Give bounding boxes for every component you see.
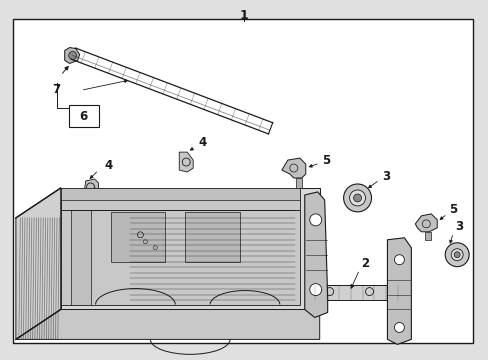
Polygon shape (309, 285, 399, 300)
Circle shape (394, 255, 404, 265)
Circle shape (343, 184, 371, 212)
Text: 5: 5 (321, 154, 329, 167)
Circle shape (444, 243, 468, 267)
Polygon shape (84, 179, 99, 193)
Text: 7: 7 (53, 84, 61, 96)
FancyBboxPatch shape (68, 105, 99, 127)
Polygon shape (61, 210, 299, 305)
Circle shape (394, 323, 404, 332)
Polygon shape (110, 212, 165, 262)
Circle shape (68, 51, 77, 59)
Text: 3: 3 (382, 170, 390, 183)
Polygon shape (185, 212, 240, 262)
Text: 1: 1 (239, 9, 248, 22)
Polygon shape (16, 188, 61, 339)
Polygon shape (61, 188, 299, 210)
Polygon shape (281, 158, 305, 178)
Circle shape (309, 284, 321, 296)
Polygon shape (71, 210, 90, 305)
Circle shape (453, 252, 459, 258)
Text: 6: 6 (80, 110, 87, 123)
Polygon shape (386, 238, 410, 345)
Circle shape (349, 190, 365, 206)
Polygon shape (414, 214, 436, 232)
Text: 4: 4 (198, 136, 206, 149)
Polygon shape (61, 188, 299, 200)
Circle shape (309, 214, 321, 226)
Text: 5: 5 (448, 203, 456, 216)
Polygon shape (179, 152, 193, 172)
Text: 2: 2 (361, 257, 369, 270)
Circle shape (353, 194, 361, 202)
Circle shape (450, 249, 462, 261)
Polygon shape (64, 48, 80, 63)
Bar (425, 232, 430, 240)
Polygon shape (304, 192, 327, 318)
Text: 3: 3 (454, 220, 462, 233)
Polygon shape (61, 188, 319, 310)
Bar (295, 178, 301, 188)
Text: 4: 4 (104, 158, 113, 172)
Polygon shape (16, 310, 319, 339)
